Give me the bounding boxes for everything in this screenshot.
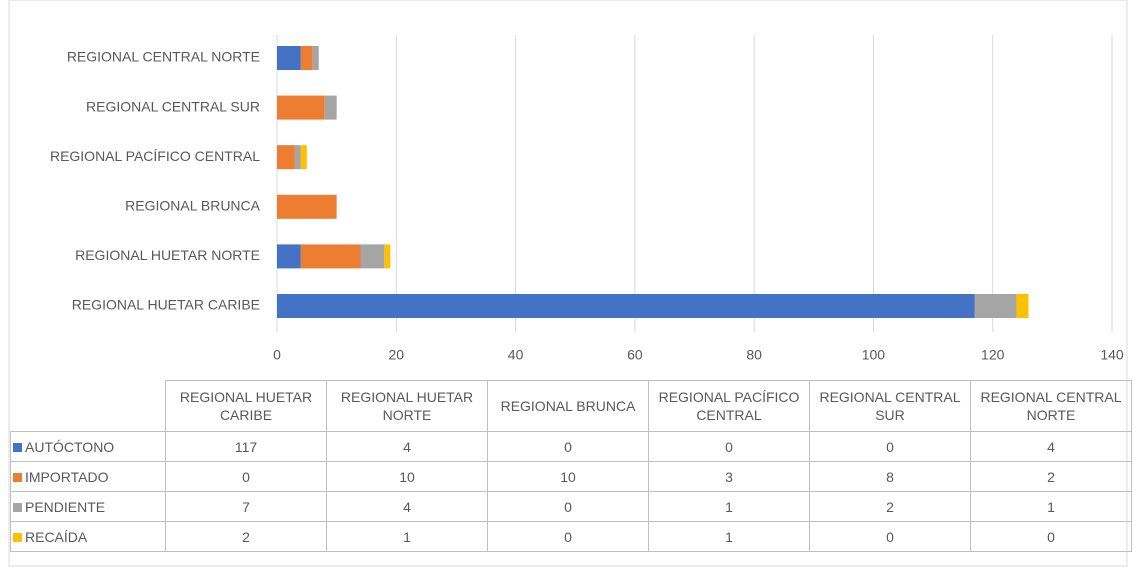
- y-tick-label: REGIONAL HUETAR CARIBE: [72, 297, 260, 313]
- bar-segment: [277, 95, 325, 120]
- table-cell: 4: [326, 431, 488, 462]
- y-tick-label: REGIONAL CENTRAL SUR: [86, 98, 260, 114]
- table-cell: 4: [970, 431, 1132, 462]
- y-tick-label: REGIONAL BRUNCA: [125, 198, 261, 214]
- table-cell: 2: [165, 521, 327, 552]
- bar-segment: [277, 244, 301, 269]
- table-cell: 0: [487, 491, 649, 522]
- bar-segment: [324, 95, 337, 120]
- bar-segment: [277, 46, 301, 70]
- column-header: REGIONAL CENTRAL NORTE: [970, 380, 1132, 432]
- table-cell: 8: [809, 461, 971, 492]
- bar-segment: [384, 244, 391, 269]
- table-cell: 0: [648, 431, 810, 462]
- table-cell: 117: [165, 431, 327, 462]
- blank-cell: [11, 381, 166, 432]
- table-cell: 0: [809, 431, 971, 462]
- x-tick-label: 0: [273, 347, 281, 363]
- legend-cell: PENDIENTE: [10, 491, 166, 522]
- data-table: REGIONAL HUETAR CARIBE REGIONAL HUETAR NO…: [10, 380, 1132, 552]
- legend-label: RECAÍDA: [25, 528, 88, 545]
- column-header: REGIONAL CENTRAL SUR: [809, 380, 971, 432]
- x-tick-label: 60: [627, 347, 643, 363]
- legend-label: PENDIENTE: [25, 498, 106, 515]
- bar-segment: [277, 145, 295, 170]
- x-tick-label: 40: [508, 347, 524, 363]
- table-cell: 0: [487, 521, 649, 552]
- table-cell: 3: [648, 461, 810, 492]
- legend-label: IMPORTADO: [25, 468, 109, 485]
- table-cell: 4: [326, 491, 488, 522]
- y-tick-label: REGIONAL PACÍFICO CENTRAL: [50, 148, 260, 164]
- legend-cell: RECAÍDA: [10, 521, 166, 552]
- table-cell: 2: [809, 491, 971, 522]
- x-tick-label: 80: [746, 347, 762, 363]
- bar-segment: [300, 145, 307, 170]
- legend-label: AUTÓCTONO: [25, 438, 115, 455]
- bar-segment: [300, 46, 313, 70]
- table-cell: 1: [648, 491, 810, 522]
- table-header-row: REGIONAL HUETAR CARIBE REGIONAL HUETAR NO…: [11, 380, 1132, 432]
- chart-border: [8, 0, 1128, 567]
- column-header: REGIONAL BRUNCA: [487, 380, 649, 432]
- column-header: REGIONAL HUETAR NORTE: [326, 380, 488, 432]
- table-row: AUTÓCTONO 117 4 0 0 0 4: [10, 431, 1132, 462]
- bar-segment: [312, 46, 319, 70]
- table-cell: 0: [165, 461, 327, 492]
- table-row: IMPORTADO 0 10 10 3 8 2: [10, 461, 1132, 492]
- y-tick-label: REGIONAL HUETAR NORTE: [75, 247, 260, 263]
- bar-segment: [1016, 294, 1029, 318]
- legend-cell: AUTÓCTONO: [10, 431, 166, 462]
- table-cell: 1: [326, 521, 488, 552]
- table-cell: 2: [970, 461, 1132, 492]
- table-cell: 10: [326, 461, 488, 492]
- bar-segment: [974, 294, 1017, 318]
- x-tick-label: 120: [981, 347, 1005, 363]
- legend-key: [13, 442, 22, 452]
- legend-cell: IMPORTADO: [10, 461, 166, 492]
- x-tick-label: 100: [862, 347, 886, 363]
- bar-segment: [294, 145, 301, 170]
- legend-key: [13, 532, 22, 542]
- bar-segment: [277, 294, 975, 318]
- bar-segment: [277, 194, 337, 219]
- x-tick-label: 140: [1100, 347, 1124, 363]
- column-header: REGIONAL PACÍFICO CENTRAL: [648, 380, 810, 432]
- legend-key: [13, 472, 22, 482]
- y-tick-label: REGIONAL CENTRAL NORTE: [67, 49, 260, 65]
- table-cell: 0: [970, 521, 1132, 552]
- table-cell: 1: [970, 491, 1132, 522]
- bar-segment: [360, 244, 385, 269]
- x-tick-label: 20: [388, 347, 404, 363]
- table-row: RECAÍDA 2 1 0 1 0 0: [10, 521, 1132, 552]
- table-cell: 1: [648, 521, 810, 552]
- table-cell: 0: [487, 431, 649, 462]
- table-row: PENDIENTE 7 4 0 1 2 1: [10, 491, 1132, 522]
- table-cell: 10: [487, 461, 649, 492]
- table-cell: 7: [165, 491, 327, 522]
- legend-key: [13, 502, 22, 512]
- bar-segment: [300, 244, 361, 269]
- column-header: REGIONAL HUETAR CARIBE: [165, 380, 327, 432]
- table-cell: 0: [809, 521, 971, 552]
